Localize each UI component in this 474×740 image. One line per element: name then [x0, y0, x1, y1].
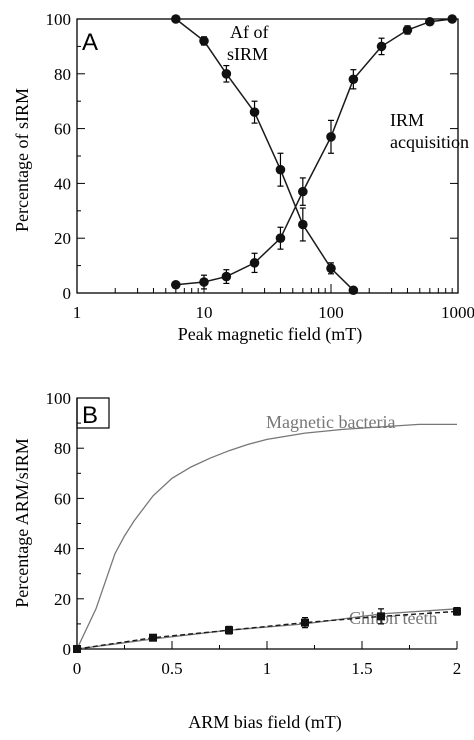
panel-b-x-tick-label: 1 — [263, 659, 272, 678]
panel-a-data-point — [249, 258, 260, 268]
panel-a-data-point — [275, 233, 286, 243]
panel-b-y-tick-label: 0 — [63, 640, 72, 659]
panel-a-data-point — [275, 164, 286, 175]
panel-a-data-point — [326, 132, 336, 142]
panel-b-data-point — [73, 645, 81, 653]
panel-a-data-point — [298, 186, 308, 197]
panel-b-x-tick-label: 2 — [453, 659, 462, 678]
panel-a: A Af of sIRM IRM acquisition Peak magnet… — [12, 10, 474, 345]
series-label-chiton-teeth: Chiton teeth — [349, 608, 438, 628]
panel-a-x-tick-label: 10 — [196, 303, 213, 322]
panel-a-data-point — [326, 263, 336, 274]
panel-b-y-tick-label: 40 — [54, 540, 71, 559]
panel-b-series-line-1 — [76, 608, 458, 650]
panel-a-data-point — [348, 285, 359, 296]
panel-a-data-point — [199, 277, 209, 287]
panel-a-data-point — [199, 36, 209, 46]
panel-a-data-point — [402, 25, 413, 35]
panel-b: B Magnetic bacteria Chiton teeth ARM bia… — [12, 389, 461, 733]
panel-b-y-tick-label: 100 — [46, 389, 72, 408]
panel-b-data-point — [149, 633, 157, 642]
panel-a-y-tick-label: 40 — [54, 174, 71, 193]
panel-b-series-line-0 — [76, 423, 457, 650]
panel-b-y-tick-label: 60 — [54, 489, 71, 508]
panel-a-y-axis-label: Percentage of sIRM — [12, 88, 32, 232]
panel-a-series-line-0 — [175, 18, 354, 291]
panel-a-data-point — [348, 74, 359, 85]
panel-a-data-point — [249, 107, 260, 117]
panel-b-data-point — [377, 612, 385, 621]
panel-b-label: B — [82, 402, 98, 429]
panel-a-y-tick-label: 0 — [63, 284, 72, 303]
panel-b-x-axis-label: ARM bias field (mT) — [188, 712, 341, 733]
panel-b-series-line-2 — [76, 610, 458, 650]
panel-a-data-point — [221, 69, 232, 79]
panel-b-x-tick-label: 1.5 — [351, 659, 372, 678]
panel-a-x-axis-label: Peak magnetic field (mT) — [178, 324, 362, 345]
panel-a-data-point — [171, 279, 181, 290]
panel-a-x-tick-label: 100 — [318, 303, 344, 322]
panel-a-data-point — [298, 219, 308, 230]
panel-a-data-point — [425, 16, 435, 27]
panel-a-data-point — [447, 14, 457, 24]
series-label-magnetic-bacteria: Magnetic bacteria — [266, 412, 395, 432]
panel-b-data-point — [225, 626, 233, 635]
panel-b-data-point — [453, 607, 461, 616]
panel-b-label-box — [76, 397, 110, 429]
panel-a-label: A — [82, 29, 98, 56]
panel-b-y-axis-label: Percentage ARM/sIRM — [12, 438, 32, 607]
panel-b-x-tick-label: 0 — [73, 659, 82, 678]
panel-a-y-tick-label: 100 — [46, 10, 72, 29]
panel-a-y-tick-label: 60 — [54, 120, 71, 139]
panel-b-y-tick-label: 80 — [54, 439, 71, 458]
annotation-af-sirm-line1: Af of — [230, 22, 269, 42]
panel-a-x-tick-label: 1 — [73, 303, 82, 322]
panel-a-y-tick-label: 20 — [54, 229, 71, 248]
panel-b-y-tick-label: 20 — [54, 590, 71, 609]
panel-a-y-tick-label: 80 — [54, 65, 71, 84]
panel-a-x-tick-label: 1000 — [441, 303, 474, 322]
annotation-irm-acquisition-line1: IRM — [390, 110, 424, 130]
panel-a-data-point — [171, 14, 181, 24]
annotation-af-sirm-line2: sIRM — [227, 44, 268, 64]
panel-b-x-tick-label: 0.5 — [161, 659, 182, 678]
panel-b-data-point — [301, 618, 309, 627]
annotation-irm-acquisition-line2: acquisition — [390, 132, 469, 152]
panel-a-data-point — [376, 41, 387, 52]
panel-a-data-point — [221, 271, 232, 282]
